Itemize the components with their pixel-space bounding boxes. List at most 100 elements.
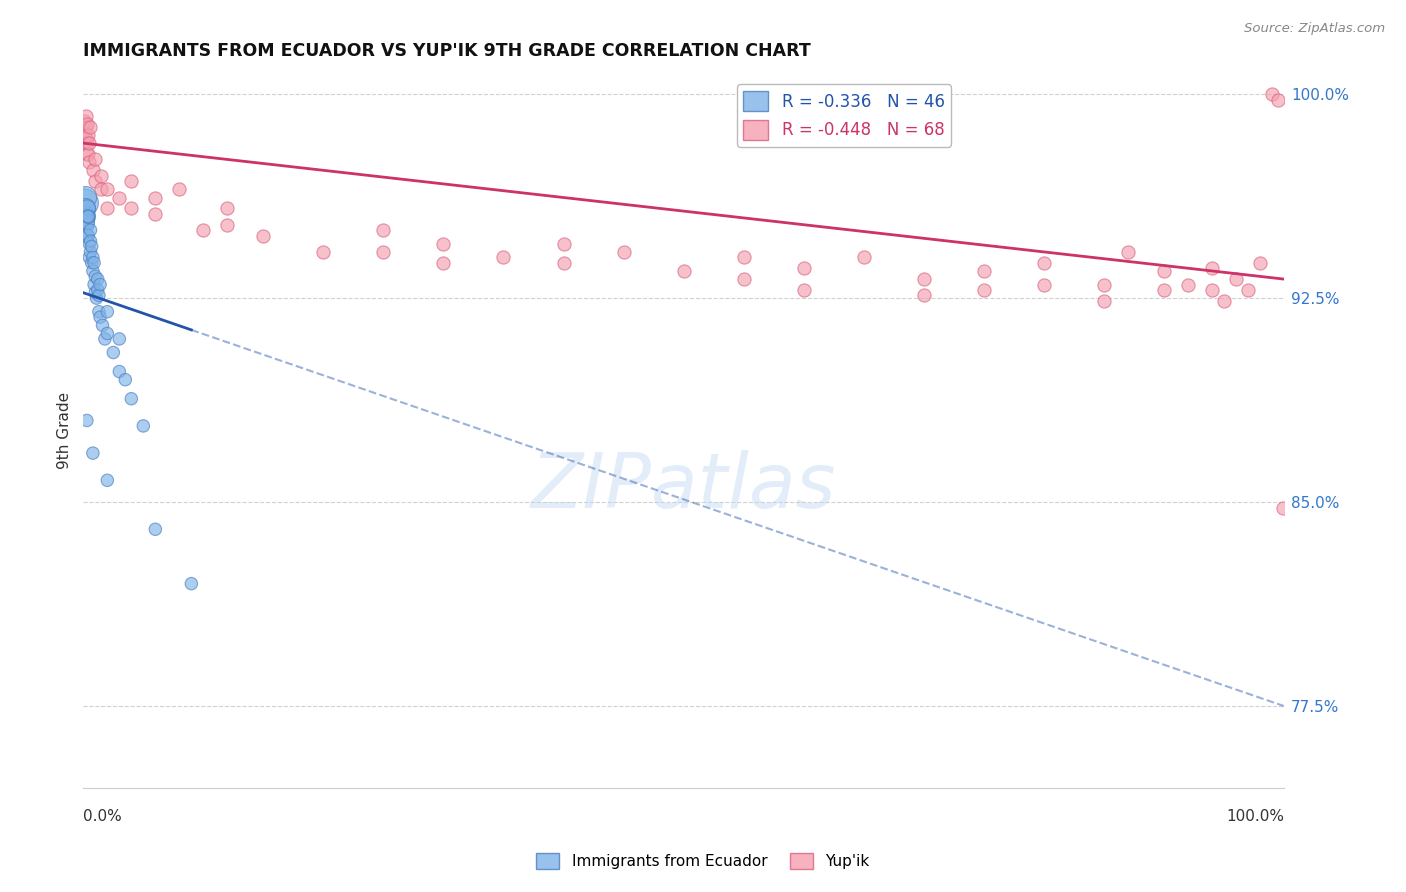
Point: [79, 236, 101, 251]
Point: [75, 218, 97, 232]
Point: [73, 128, 96, 142]
Text: 100.0%: 100.0%: [1226, 809, 1284, 824]
Point: [91, 318, 114, 333]
Point: [143, 522, 166, 536]
Point: [1092, 293, 1115, 308]
Point: [217, 218, 239, 232]
Point: [96, 304, 118, 318]
Point: [1116, 244, 1139, 259]
Point: [120, 392, 142, 406]
Point: [87, 304, 110, 318]
Point: [672, 264, 695, 278]
Point: [1249, 256, 1271, 270]
Point: [96, 202, 118, 216]
Point: [80, 256, 103, 270]
Point: [96, 182, 118, 196]
Point: [103, 345, 125, 359]
Point: [86, 283, 108, 297]
Point: [733, 272, 755, 286]
Point: [84, 269, 107, 284]
Point: [120, 202, 142, 216]
Point: [1092, 277, 1115, 292]
Point: [1212, 293, 1234, 308]
Legend: R = -0.336   N = 46, R = -0.448   N = 68: R = -0.336 N = 46, R = -0.448 N = 68: [737, 85, 952, 146]
Point: [217, 202, 239, 216]
Point: [973, 264, 995, 278]
Point: [82, 163, 104, 178]
Point: [612, 244, 634, 259]
Point: [143, 207, 166, 221]
Point: [89, 310, 111, 325]
Point: [312, 244, 335, 259]
Point: [108, 365, 131, 379]
Point: [114, 373, 136, 387]
Point: [252, 228, 274, 243]
Point: [75, 202, 97, 216]
Point: [1237, 283, 1260, 297]
Point: [169, 182, 191, 196]
Point: [79, 223, 101, 237]
Point: [79, 244, 101, 259]
Point: [84, 285, 107, 300]
Point: [75, 120, 97, 134]
Point: [553, 256, 575, 270]
Point: [912, 272, 935, 286]
Point: [373, 244, 395, 259]
Point: [120, 174, 142, 188]
Point: [1032, 277, 1054, 292]
Point: [87, 288, 110, 302]
Point: [1267, 93, 1289, 107]
Point: [90, 169, 112, 183]
Point: [973, 283, 995, 297]
Point: [77, 210, 100, 224]
Point: [84, 153, 107, 167]
Point: [76, 147, 98, 161]
Point: [553, 236, 575, 251]
Point: [75, 190, 97, 204]
Text: ZIPatlas: ZIPatlas: [531, 450, 837, 524]
Y-axis label: 9th Grade: 9th Grade: [58, 392, 72, 468]
Point: [1201, 261, 1223, 276]
Text: IMMIGRANTS FROM ECUADOR VS YUP'IK 9TH GRADE CORRELATION CHART: IMMIGRANTS FROM ECUADOR VS YUP'IK 9TH GR…: [83, 42, 811, 60]
Point: [96, 473, 118, 487]
Point: [77, 210, 100, 224]
Point: [73, 114, 96, 128]
Point: [793, 283, 815, 297]
Point: [75, 130, 97, 145]
Point: [432, 236, 454, 251]
Point: [76, 413, 98, 427]
Point: [82, 446, 104, 460]
Point: [1225, 272, 1247, 286]
Point: [76, 228, 98, 243]
Point: [432, 256, 454, 270]
Point: [83, 256, 105, 270]
Point: [76, 202, 98, 216]
Point: [83, 277, 105, 292]
Point: [77, 147, 100, 161]
Point: [1201, 283, 1223, 297]
Point: [84, 174, 107, 188]
Point: [80, 239, 103, 253]
Text: 0.0%: 0.0%: [83, 809, 122, 824]
Point: [852, 250, 875, 264]
Point: [1153, 264, 1175, 278]
Point: [76, 136, 98, 150]
Point: [1261, 87, 1284, 102]
Point: [73, 196, 96, 211]
Point: [180, 576, 202, 591]
Point: [132, 418, 155, 433]
Point: [82, 264, 104, 278]
Legend: Immigrants from Ecuador, Yup'ik: Immigrants from Ecuador, Yup'ik: [530, 847, 876, 875]
Point: [86, 291, 108, 305]
Point: [73, 210, 96, 224]
Point: [1177, 277, 1199, 292]
Point: [79, 234, 101, 248]
Text: Source: ZipAtlas.com: Source: ZipAtlas.com: [1244, 22, 1385, 36]
Point: [89, 277, 111, 292]
Point: [76, 117, 98, 131]
Point: [793, 261, 815, 276]
Point: [76, 215, 98, 229]
Point: [86, 272, 108, 286]
Point: [912, 288, 935, 302]
Point: [77, 228, 100, 243]
